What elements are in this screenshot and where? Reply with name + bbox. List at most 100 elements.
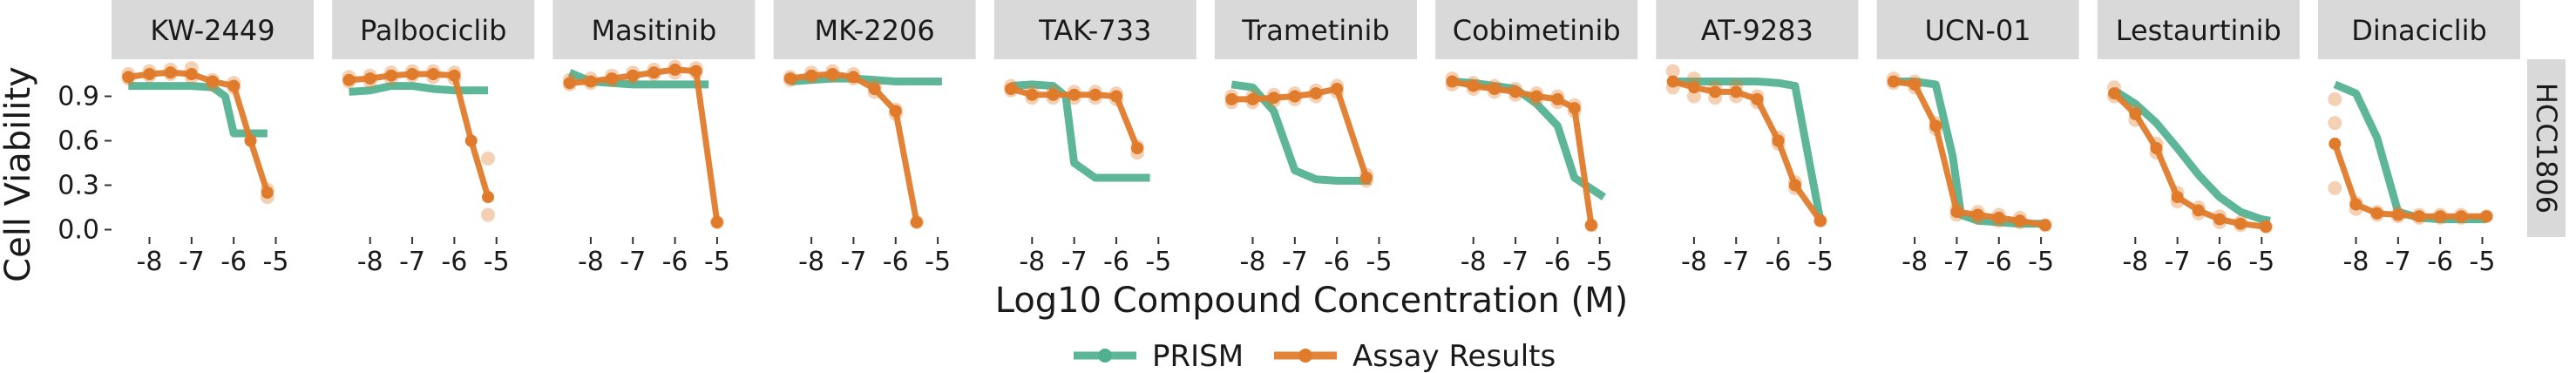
assay-mean-point: [1288, 90, 1301, 103]
assay-mean-point: [805, 69, 818, 82]
prism-series-line: [1672, 78, 1825, 222]
x-tick-label: -6: [2427, 247, 2453, 277]
assay-mean-point: [342, 73, 356, 86]
assay-mean-point: [1509, 85, 1522, 98]
x-tick-label: -8: [2122, 247, 2148, 277]
facet-strip: [552, 0, 756, 59]
assay-mean-point: [1730, 85, 1743, 98]
y-tick-label: 0.6: [58, 126, 99, 157]
assay-mean-point: [1772, 134, 1785, 147]
x-tick-label: -8: [137, 247, 163, 277]
facet-panel: UCN-01 -8 -7 -6 -5: [1876, 0, 2079, 277]
assay-mean-point: [464, 134, 478, 147]
assay-mean-point: [122, 71, 135, 84]
assay-mean-point: [406, 68, 418, 80]
assay-mean-point: [244, 134, 257, 147]
assay-mean-point: [2370, 207, 2383, 220]
assay-mean-point: [482, 191, 494, 204]
assay-mean-point: [847, 71, 860, 84]
assay-series-line: [790, 71, 920, 223]
prism-series-line: [349, 82, 488, 96]
row-strip: HCC1806: [2527, 59, 2566, 237]
x-tick-label: -6: [441, 247, 467, 277]
facet-strip: [2318, 0, 2520, 59]
assay-replicate-point: [481, 151, 495, 166]
y-axis-title: Cell Viability: [0, 66, 38, 282]
x-tick-label: -8: [578, 247, 604, 277]
facet-strip: [773, 0, 976, 59]
facet-strip: [1876, 0, 2079, 59]
x-tick-label: -7: [1282, 247, 1308, 277]
facet-strip: [1656, 0, 1859, 59]
x-tick-label: -8: [798, 247, 824, 277]
assay-replicate-point: [481, 207, 495, 222]
assay-mean-point: [2108, 87, 2121, 100]
facet-panel: AT-9283 -8 -7 -6 -5: [1656, 0, 1859, 277]
legend-key-point: [1098, 349, 1112, 363]
assay-mean-point: [1225, 92, 1238, 105]
facet-panel: Trametinib -8 -7 -6 -5: [1215, 0, 1417, 277]
x-tick-label: -5: [704, 247, 730, 277]
facet-panel: Masitinib -8 -7 -6 -5: [552, 0, 756, 277]
assay-replicate-point: [1686, 71, 1701, 86]
assay-mean-point: [2260, 220, 2273, 234]
x-tick-label: -8: [1019, 247, 1045, 277]
assay-mean-point: [584, 75, 597, 88]
legend-key-point: [1298, 349, 1312, 363]
x-tick-label: -5: [1587, 247, 1613, 277]
x-tick-label: -6: [2207, 247, 2233, 277]
prism-series-line: [2112, 86, 2271, 225]
assay-mean-point: [1666, 75, 1679, 88]
assay-mean-point: [164, 66, 177, 79]
y-axis: 0.0 0.3 0.6 0.9: [58, 82, 112, 246]
facet-strip-label: TAK-733: [1038, 14, 1151, 47]
x-tick-label: -8: [1901, 247, 1928, 277]
assay-mean-point: [2434, 210, 2447, 223]
assay-mean-point: [1551, 92, 1564, 105]
assay-mean-point: [363, 72, 376, 85]
x-tick-label: -5: [1145, 247, 1171, 277]
x-tick-label: -8: [2343, 247, 2369, 277]
assay-replicate-point: [1686, 89, 1701, 104]
assay-mean-point: [563, 77, 576, 90]
assay-mean-point: [627, 69, 640, 82]
assay-mean-point: [2234, 217, 2247, 230]
facet-strip-label: Lestaurtinib: [2116, 14, 2281, 47]
assay-mean-point: [1929, 119, 1942, 132]
prism-series-line: [1010, 80, 1150, 182]
assay-mean-point: [668, 63, 681, 76]
assay-replicate-point: [2328, 180, 2342, 195]
assay-series-line: [1893, 78, 2046, 228]
assay-mean-point: [1751, 92, 1764, 105]
assay-mean-point: [384, 69, 397, 82]
assay-mean-point: [1887, 75, 1900, 88]
assay-mean-point: [1488, 83, 1501, 95]
assay-mean-point: [1310, 87, 1322, 100]
assay-mean-point: [910, 216, 923, 228]
x-tick-label: -7: [179, 247, 205, 277]
x-tick-label: -7: [1061, 247, 1088, 277]
assay-replicate-point: [2328, 92, 2342, 106]
assay-mean-point: [261, 186, 274, 199]
facet-panel: Lestaurtinib -8 -7 -6 -5: [2097, 0, 2300, 277]
x-tick-label: -7: [399, 247, 425, 277]
x-tick-label: -5: [2470, 247, 2496, 277]
assay-mean-point: [427, 68, 440, 80]
x-tick-label: -6: [1324, 247, 1350, 277]
assay-mean-point: [1446, 75, 1459, 88]
assay-mean-point: [1568, 102, 1581, 115]
assay-mean-point: [1267, 92, 1280, 105]
facet-panel: Cobimetinib -8 -7 -6 -5: [1435, 0, 1638, 277]
assay-mean-point: [1530, 90, 1543, 103]
assay-mean-point: [1467, 79, 1480, 92]
y-tick-label: 0.9: [58, 82, 99, 112]
x-tick-label: -5: [1366, 247, 1393, 277]
prism-series-line: [1893, 78, 2045, 228]
assay-mean-point: [2192, 204, 2205, 217]
assay-mean-point: [710, 216, 723, 228]
assay-mean-point: [1908, 78, 1922, 91]
assay-mean-point: [606, 72, 619, 85]
facet-panel: TAK-733 -8 -7 -6 -5: [993, 0, 1196, 277]
assay-mean-point: [1047, 88, 1060, 101]
assay-mean-point: [1950, 206, 1963, 219]
